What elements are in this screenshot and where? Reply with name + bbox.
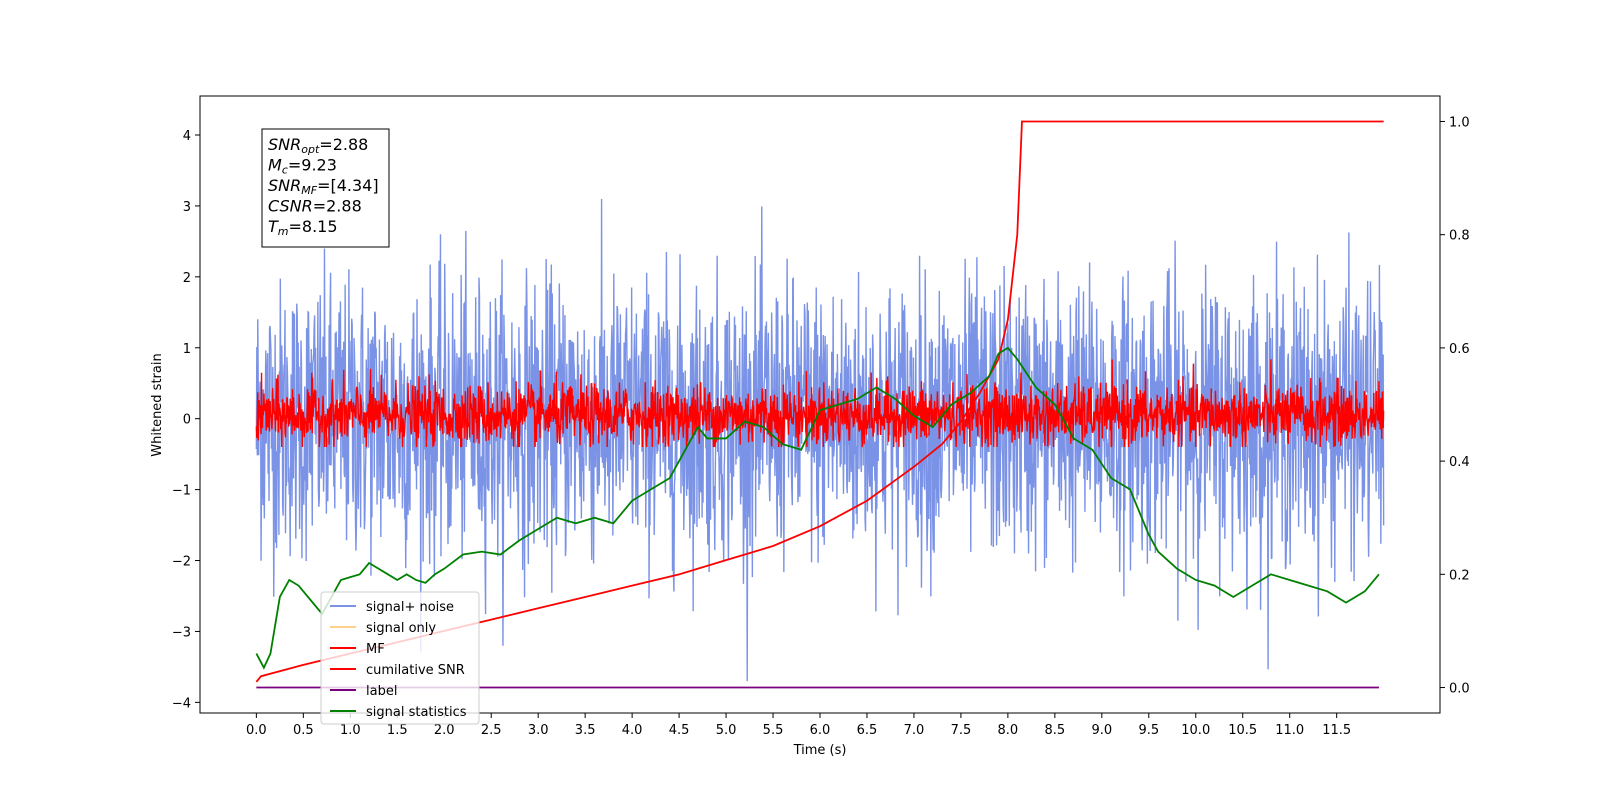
annotation-line: SNRopt=2.88 [268,135,368,156]
legend-entry: signal only [366,621,436,636]
annotation-symbol: SNR [268,176,301,195]
x-tick-label: 10.0 [1181,723,1210,738]
x-tick-label: 8.0 [998,723,1019,738]
y-tick-label: 4 [183,129,191,144]
y-tick-label: −4 [172,696,191,711]
y-tick-label: −3 [172,625,191,640]
y2-tick-label: 0.4 [1449,455,1470,470]
y-tick-label: 3 [183,200,191,215]
x-tick-label: 4.0 [622,723,643,738]
x-tick-label: 11.0 [1275,723,1304,738]
x-tick-label: 1.0 [340,723,361,738]
y-tick-label: 0 [183,413,191,428]
x-tick-label: 0.5 [293,723,314,738]
x-tick-label: 2.0 [434,723,455,738]
annotation-symbol: T [268,217,279,236]
x-tick-label: 2.5 [481,723,502,738]
annotation-value: =9.23 [288,156,337,175]
legend-entry: label [366,684,397,699]
annotation-frame [261,128,390,248]
annotation-subscript: MF [301,184,317,197]
legend: signal+ noise signal only MF cumilative SNR… [320,591,480,725]
annotation-subscript: m [278,225,289,238]
x-tick-label: 8.5 [1045,723,1066,738]
x-tick-label: 7.0 [904,723,925,738]
x-tick-label: 3.5 [575,723,596,738]
annotation-subscript: c [282,164,288,177]
x-axis-ticks: 0.0 0.5 1.0 1.5 2.0 2.5 3.0 3.5 4.0 4.5 5.0 5.5 6.0 6… [246,713,1351,738]
annotation-value: =8.15 [289,217,338,236]
legend-frame [320,591,480,725]
annotation-symbol: CSNR [268,197,313,216]
annotation-subscript: opt [301,143,320,156]
y-axis-ticks: 4 3 2 1 0 −1 −2 −3 −4 [172,129,200,711]
annotation-value: =2.88 [313,197,362,216]
series-mf-line [255,359,1385,448]
annotation-box: SNRopt=2.88Mc=9.23SNRMF=[4.34]CSNR=2.88T… [261,128,390,248]
y2-tick-label: 0.6 [1449,342,1470,357]
x-tick-label: 10.5 [1228,723,1257,738]
legend-entry: signal+ noise [366,600,454,615]
y-tick-label: 1 [183,342,191,357]
annotation-line: CSNR=2.88 [268,197,362,216]
y2-tick-label: 0.2 [1449,568,1470,583]
x-tick-label: 9.5 [1138,723,1159,738]
x-tick-label: 1.5 [387,723,408,738]
annotation-line: Mc=9.23 [268,156,337,177]
x-tick-label: 6.0 [810,723,831,738]
annotation-value: =[4.34] [317,176,379,195]
x-tick-label: 9.0 [1091,723,1112,738]
series-signal-statistics-line [255,346,1380,670]
series-signal-noise-line [255,199,1385,682]
y2-tick-label: 1.0 [1449,115,1470,130]
x-tick-label: 4.5 [669,723,690,738]
y2-tick-label: 0.8 [1449,229,1470,244]
x-tick-label: 0.0 [246,723,267,738]
x-tick-label: 5.0 [716,723,737,738]
legend-entry: cumilative SNR [366,663,465,678]
y-tick-label: −2 [172,555,191,570]
annotation-value: =2.88 [319,135,368,154]
annotation-line: Tm=8.15 [268,217,338,238]
y-axis-label: Whitened strain [150,353,165,456]
x-tick-label: 11.5 [1322,723,1351,738]
annotation-symbol: M [268,156,282,175]
legend-entry: MF [366,642,385,657]
x-tick-label: 5.5 [763,723,784,738]
annotation-line: SNRMF=[4.34] [268,176,379,197]
y2-tick-label: 0.0 [1449,682,1470,697]
legend-entry: signal statistics [366,705,467,720]
y-tick-label: 2 [183,271,191,286]
annotation-symbol: SNR [268,135,301,154]
x-tick-label: 6.5 [857,723,878,738]
x-axis-label: Time (s) [793,743,847,758]
y-tick-label: −1 [172,484,191,499]
y2-axis-ticks: 1.0 0.8 0.6 0.4 0.2 0.0 [1440,115,1470,697]
x-tick-label: 3.0 [528,723,549,738]
x-tick-label: 7.5 [951,723,972,738]
